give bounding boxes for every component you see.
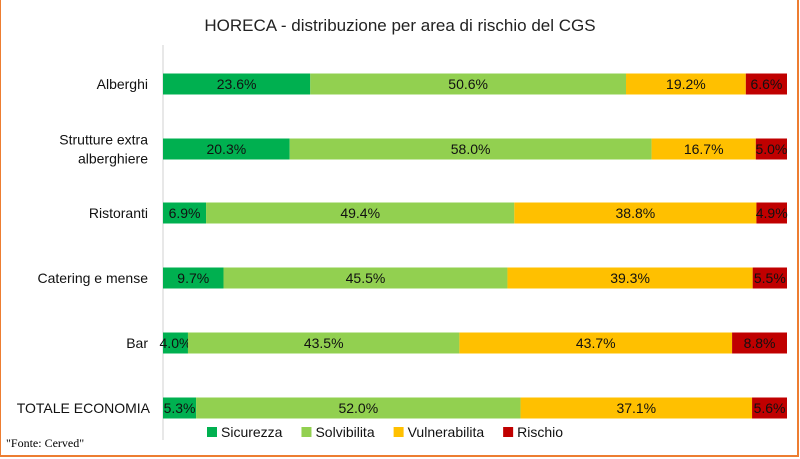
data-label: 45.5% [346, 270, 386, 286]
data-label: 37.1% [616, 400, 656, 416]
category-label: TOTALE ECONOMIA [17, 400, 151, 416]
legend-swatch-rischio [503, 427, 514, 437]
bar-segment-sicurezza [163, 397, 197, 419]
category-label: Ristoranti [89, 205, 148, 221]
bar-segment-rischio [732, 332, 787, 354]
data-label: 50.6% [448, 76, 488, 92]
legend-swatch-solvibilita [301, 427, 312, 437]
bar-segment-vulnerabilita [507, 267, 753, 289]
bar-segment-sicurezza [163, 267, 224, 289]
data-label: 6.6% [750, 76, 782, 92]
bar-segment-solvibilita [206, 202, 515, 224]
legend-label-vulnerabilita: Vulnerabilita [408, 424, 485, 440]
data-label: 23.6% [217, 76, 257, 92]
data-label: 43.7% [576, 335, 616, 351]
bar-segment-rischio [756, 202, 787, 224]
bar-segment-sicurezza [163, 73, 311, 95]
bar-segment-vulnerabilita [514, 202, 757, 224]
data-label: 4.9% [756, 205, 788, 221]
data-label: 39.3% [610, 270, 650, 286]
category-label: Bar [126, 335, 148, 351]
bar-segment-rischio [745, 73, 787, 95]
legend-label-rischio: Rischio [517, 424, 563, 440]
data-label: 43.5% [304, 335, 344, 351]
bar-segment-vulnerabilita [651, 138, 756, 160]
legend-label-solvibilita: Solvibilita [315, 424, 374, 440]
data-label: 5.6% [754, 400, 786, 416]
bar-segment-solvibilita [196, 397, 521, 419]
data-label: 8.8% [744, 335, 776, 351]
bar-segment-solvibilita [310, 73, 627, 95]
data-label: 52.0% [338, 400, 378, 416]
data-label: 5.0% [755, 141, 787, 157]
bar-segment-solvibilita [223, 267, 508, 289]
legend-label-sicurezza: Sicurezza [221, 424, 283, 440]
legend-swatch-sicurezza [207, 427, 217, 437]
data-label: 4.0% [160, 335, 192, 351]
bar-segment-sicurezza [163, 332, 188, 354]
bar-segment-vulnerabilita [459, 332, 733, 354]
bar-segment-solvibilita [187, 332, 460, 354]
data-label: 5.3% [164, 400, 196, 416]
data-label: 20.3% [206, 141, 246, 157]
data-label: 19.2% [666, 76, 706, 92]
data-label: 6.9% [169, 205, 201, 221]
bar-segment-rischio [752, 397, 787, 419]
data-label: 49.4% [340, 205, 380, 221]
bar-segment-sicurezza [163, 202, 207, 224]
data-label: 58.0% [451, 141, 491, 157]
bar-segment-rischio [752, 267, 787, 289]
chart-title: HORECA - distribuzione per area di risch… [204, 16, 595, 35]
bar-segment-sicurezza [163, 138, 290, 160]
bar-segment-vulnerabilita [626, 73, 746, 95]
data-label: 38.8% [616, 205, 656, 221]
data-label: 5.5% [754, 270, 786, 286]
category-label: Catering e mense [37, 270, 148, 286]
source-note: "Fonte: Cerved" [6, 436, 85, 450]
data-label: 16.7% [684, 141, 724, 157]
category-label: Strutture extra alberghiere [59, 132, 148, 167]
category-label: Alberghi [97, 76, 148, 92]
bar-segment-solvibilita [289, 138, 652, 160]
bar-segment-rischio [755, 138, 787, 160]
bar-segment-vulnerabilita [520, 397, 753, 419]
legend-swatch-vulnerabilita [393, 427, 404, 437]
data-label: 9.7% [177, 270, 209, 286]
